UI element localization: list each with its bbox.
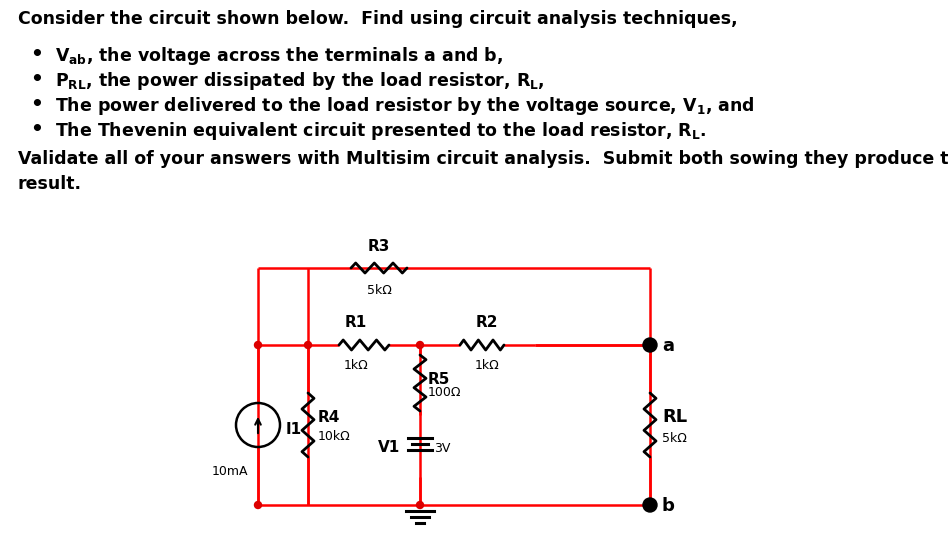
Text: •: • — [30, 70, 43, 89]
Circle shape — [416, 502, 424, 509]
Text: R4: R4 — [318, 410, 340, 425]
Text: V1: V1 — [377, 440, 400, 455]
Circle shape — [254, 502, 262, 509]
Text: 5kΩ: 5kΩ — [662, 432, 687, 446]
Text: 1kΩ: 1kΩ — [475, 359, 500, 372]
Circle shape — [304, 342, 312, 349]
Text: P$_{\mathregular{RL}}$, the power dissipated by the load resistor, R$_{\mathregu: P$_{\mathregular{RL}}$, the power dissip… — [55, 70, 545, 92]
Text: •: • — [30, 95, 43, 114]
Text: 3V: 3V — [434, 441, 450, 454]
Text: •: • — [30, 120, 43, 139]
Text: a: a — [662, 337, 674, 355]
Text: Consider the circuit shown below.  Find using circuit analysis techniques,: Consider the circuit shown below. Find u… — [18, 10, 738, 28]
Text: R3: R3 — [368, 239, 391, 254]
Text: R2: R2 — [476, 315, 499, 330]
Text: The power delivered to the load resistor by the voltage source, V$_{\mathregular: The power delivered to the load resistor… — [55, 95, 755, 117]
Text: R1: R1 — [345, 315, 367, 330]
Text: Validate all of your answers with Multisim circuit analysis.  Submit both sowing: Validate all of your answers with Multis… — [18, 150, 948, 168]
Text: 5kΩ: 5kΩ — [367, 284, 392, 297]
Text: V$_{\mathregular{ab}}$, the voltage across the terminals a and b,: V$_{\mathregular{ab}}$, the voltage acro… — [55, 45, 503, 67]
Text: 10mA: 10mA — [211, 465, 248, 478]
Circle shape — [643, 498, 657, 512]
Circle shape — [254, 342, 262, 349]
Text: result.: result. — [18, 175, 82, 193]
Circle shape — [643, 338, 657, 352]
Circle shape — [416, 342, 424, 349]
Text: 10kΩ: 10kΩ — [318, 431, 351, 444]
Text: I1: I1 — [286, 423, 302, 438]
Text: The Thevenin equivalent circuit presented to the load resistor, R$_{\mathregular: The Thevenin equivalent circuit presente… — [55, 120, 706, 142]
Text: •: • — [30, 45, 43, 64]
Text: RL: RL — [662, 408, 687, 426]
Text: b: b — [662, 497, 675, 515]
Text: 1kΩ: 1kΩ — [343, 359, 369, 372]
Text: 100Ω: 100Ω — [428, 387, 462, 400]
Text: R5: R5 — [428, 372, 450, 387]
